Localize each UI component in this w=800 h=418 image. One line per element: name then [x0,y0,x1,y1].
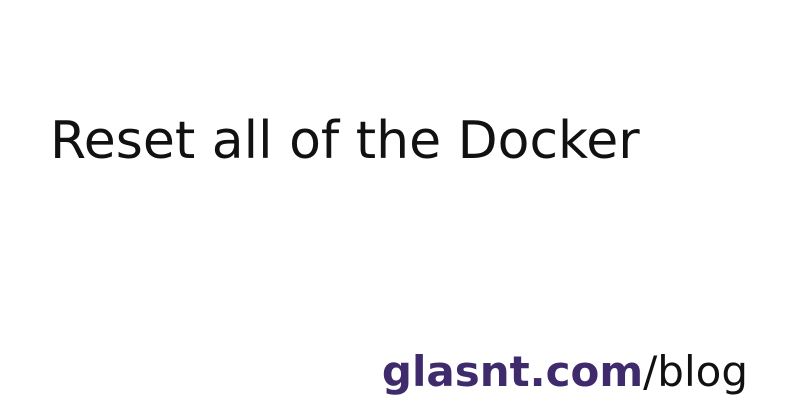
site-domain: glasnt.com [381,347,644,396]
site-link[interactable]: glasnt.com/blog [382,344,748,400]
site-path: /blog [643,347,748,396]
post-title: Reset all of the Docker [50,111,640,171]
